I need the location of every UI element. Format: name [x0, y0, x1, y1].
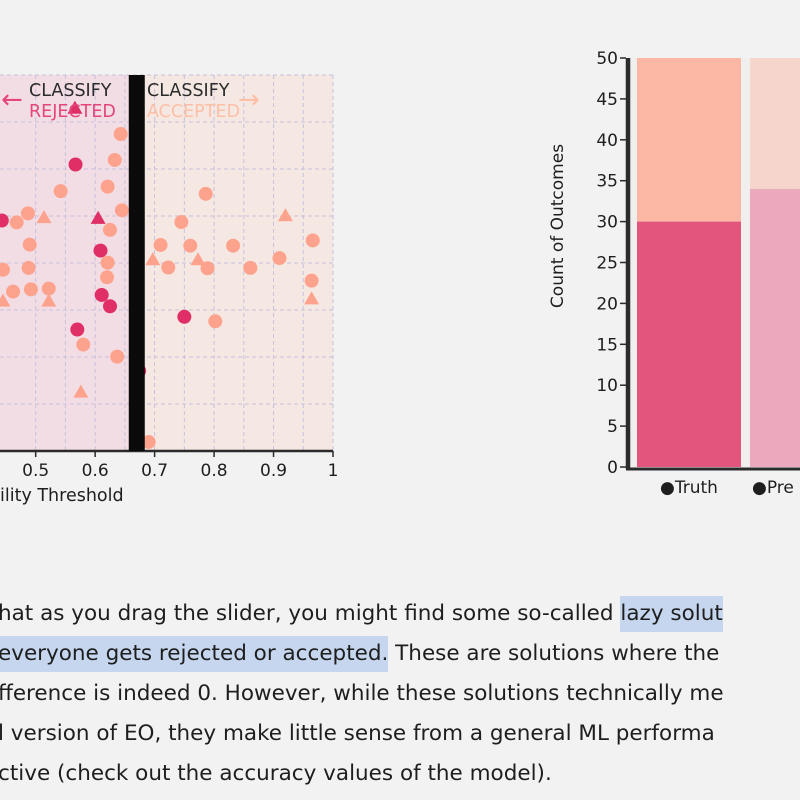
- scatter-point-negative-triangle: [145, 252, 161, 266]
- scatter-point-negative-circle: [21, 260, 36, 275]
- highlighted-text: lazy solut: [620, 596, 723, 632]
- threshold-scatter-chart: 0.5 0.6 0.7 0.8 0.9 1 ← CLASSIFY REJECTED CLA…: [0, 74, 338, 506]
- scatter-point-positive-circle: [93, 243, 108, 258]
- bar-y-tick-label: 45: [596, 90, 618, 110]
- scatter-x-tick-label: 0.9: [260, 461, 287, 481]
- scatter-point-positive-triangle: [90, 210, 106, 224]
- paragraph-line-1-text: hat as you drag the slider, you might fi…: [0, 601, 621, 626]
- bar-y-ticks: 0 5 10 15 20 25 30 35 40 45 50: [596, 49, 626, 478]
- scatter-point-negative-circle: [272, 251, 287, 266]
- bar-pre-top-segment: [750, 58, 800, 189]
- scatter-point-negative-circle: [0, 262, 10, 277]
- bar-y-tick-label: 35: [596, 172, 618, 192]
- threshold-slider-handle[interactable]: [128, 75, 145, 451]
- scatter-point-negative-circle: [53, 184, 68, 199]
- right-arrow-icon: →: [238, 85, 260, 115]
- classify-accepted-label-bottom: ACCEPTED: [147, 102, 240, 122]
- scatter-point-negative-circle: [76, 337, 91, 352]
- scatter-point-negative-circle: [141, 434, 156, 449]
- scatter-point-negative-triangle: [304, 291, 320, 305]
- scatter-x-ticks: 0.5 0.6 0.7 0.8 0.9 1: [22, 451, 338, 481]
- scatter-point-negative-circle: [107, 152, 122, 167]
- scatter-point-positive-circle: [103, 299, 118, 314]
- highlighted-text: everyone gets rejected or accepted.: [0, 636, 389, 672]
- scatter-x-tick-label: 0.8: [201, 461, 228, 481]
- scatter-point-positive-circle: [68, 157, 83, 172]
- scatter-point-negative-circle: [153, 237, 168, 252]
- scatter-point-negative-circle: [198, 186, 213, 201]
- paragraph-line-2-text: These are solutions where the: [388, 641, 720, 666]
- explanation-paragraph: hat as you drag the slider, you might fi…: [0, 594, 800, 794]
- scatter-point-negative-circle: [100, 270, 115, 285]
- paragraph-line-3: fference is indeed 0. However, while the…: [0, 681, 724, 706]
- scatter-point-negative-circle: [113, 127, 128, 142]
- bar-y-tick-label: 5: [607, 417, 618, 437]
- scatter-point-negative-triangle: [190, 252, 206, 266]
- scatter-point-negative-triangle: [41, 293, 57, 307]
- scatter-point-negative-circle: [9, 215, 24, 230]
- bar-truth-top-segment: [637, 58, 741, 222]
- scatter-point-positive-circle: [177, 309, 192, 324]
- bar-rects: [637, 58, 800, 467]
- scatter-point-positive-triangle: [67, 100, 83, 114]
- scatter-point-negative-circle: [6, 284, 21, 299]
- scatter-point-negative-circle: [110, 349, 125, 364]
- scatter-point-negative-circle: [183, 238, 198, 253]
- scatter-point-negative-circle: [304, 273, 319, 288]
- scatter-point-negative-circle: [100, 179, 115, 194]
- scatter-point-negative-circle: [305, 233, 320, 248]
- scatter-point-negative-circle: [114, 203, 129, 218]
- bar-y-tick-label: 50: [596, 49, 618, 69]
- scatter-point-positive-circle: [94, 287, 109, 302]
- scatter-point-negative-circle: [41, 281, 56, 296]
- legend-truth: ●Truth: [660, 478, 718, 498]
- legend-pred: ●Pre: [752, 478, 794, 498]
- scatter-point-negative-triangle: [73, 384, 89, 398]
- scatter-point-negative-triangle: [36, 210, 52, 224]
- scatter-point-negative-triangle: [277, 208, 293, 222]
- scatter-x-tick-label: 1: [328, 461, 339, 481]
- scatter-point-negative-circle: [161, 260, 176, 275]
- outcome-count-bar-chart: 0 5 10 15 20 25 30 35 40 45 50 Count of Outcomes ●…: [548, 49, 800, 498]
- bar-truth-bottom-segment: [637, 221, 741, 467]
- bar-y-tick-label: 20: [596, 294, 618, 314]
- scatter-point-negative-circle: [23, 282, 38, 297]
- classify-rejected-label-top: CLASSIFY: [29, 81, 112, 101]
- bar-y-tick-label: 40: [596, 131, 618, 151]
- scatter-points: [0, 100, 320, 449]
- scatter-point-positive-circle: [0, 213, 9, 228]
- scatter-point-negative-circle: [174, 215, 189, 230]
- bar-y-tick-label: 15: [596, 335, 618, 355]
- scatter-point-negative-circle: [22, 237, 37, 252]
- bar-y-tick-label: 30: [596, 213, 618, 233]
- classify-accepted-label-top: CLASSIFY: [147, 81, 230, 101]
- scatter-point-negative-circle: [208, 314, 223, 329]
- scatter-point-negative-circle: [103, 222, 118, 237]
- scatter-point-negative-circle: [20, 206, 35, 221]
- scatter-point-negative-circle: [243, 260, 258, 275]
- classify-rejected-label-bottom: REJECTED: [29, 102, 116, 122]
- paragraph-line-2: everyone gets rejected or accepted. Thes…: [0, 634, 800, 674]
- paragraph-line-1: hat as you drag the slider, you might fi…: [0, 594, 800, 634]
- bar-y-tick-label: 10: [596, 376, 618, 396]
- scatter-x-tick-label: 0.7: [141, 461, 168, 481]
- scatter-x-axis-label: ility Threshold: [0, 486, 124, 506]
- scatter-x-tick-label: 0.6: [82, 461, 109, 481]
- bar-pre-bottom-segment: [750, 188, 800, 467]
- scatter-point-negative-circle: [100, 255, 115, 270]
- scatter-point-negative-circle: [226, 238, 241, 253]
- scatter-point-negative-triangle: [0, 293, 11, 307]
- bar-y-tick-label: 0: [607, 458, 618, 478]
- paragraph-line-5: ctive (check out the accuracy values of …: [0, 761, 552, 786]
- bar-y-axis-label: Count of Outcomes: [548, 144, 568, 308]
- scatter-point-positive-circle: [70, 322, 85, 337]
- left-arrow-icon: ←: [1, 85, 23, 115]
- bar-y-tick-label: 25: [596, 254, 618, 274]
- paragraph-line-4: l version of EO, they make little sense …: [0, 721, 715, 746]
- scatter-x-tick-label: 0.5: [22, 461, 49, 481]
